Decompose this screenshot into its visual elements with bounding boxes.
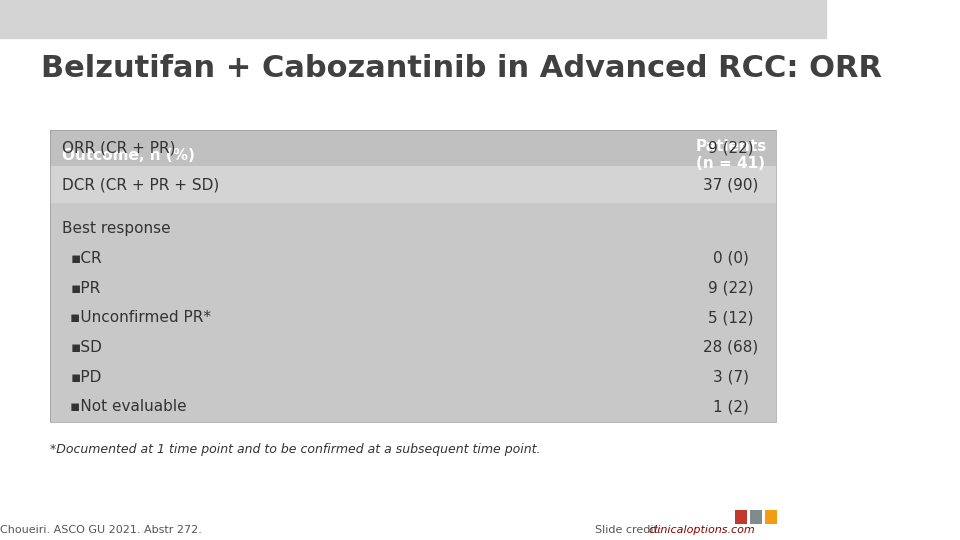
Text: ▪Not evaluable: ▪Not evaluable (70, 400, 187, 414)
Bar (0, 0, 826, 38)
Text: Patients
(n = 41): Patients (n = 41) (695, 139, 766, 172)
Text: 37 (90): 37 (90) (703, 177, 758, 192)
Text: Choueiri. ASCO GU 2021. Abstr 272.: Choueiri. ASCO GU 2021. Abstr 272. (0, 524, 202, 535)
Text: Outcome, n (%): Outcome, n (%) (62, 148, 195, 163)
Text: Best response: Best response (62, 221, 171, 236)
Text: Belzutifan + Cabozantinib in Advanced RCC: ORR: Belzutifan + Cabozantinib in Advanced RC… (41, 54, 882, 83)
Bar (750, 510, 762, 524)
Text: ▪SD: ▪SD (70, 340, 102, 355)
Text: 1 (2): 1 (2) (713, 400, 749, 414)
Bar (50, 130, 777, 422)
Text: 9 (22): 9 (22) (708, 281, 754, 295)
Bar (735, 510, 747, 524)
Text: ▪PR: ▪PR (70, 281, 101, 295)
Text: ▪CR: ▪CR (70, 251, 102, 266)
Text: 0 (0): 0 (0) (713, 251, 749, 266)
Text: 28 (68): 28 (68) (704, 340, 758, 355)
Text: ▪PD: ▪PD (70, 370, 102, 384)
Text: 5 (12): 5 (12) (708, 310, 754, 325)
Bar (50, 166, 777, 203)
Text: 9 (22): 9 (22) (708, 140, 754, 156)
Bar (765, 510, 777, 524)
FancyBboxPatch shape (50, 130, 777, 181)
Text: ORR (CR + PR): ORR (CR + PR) (62, 140, 176, 156)
Text: *Documented at 1 time point and to be confirmed at a subsequent time point.: *Documented at 1 time point and to be co… (50, 443, 540, 456)
Bar (50, 130, 777, 166)
Text: 3 (7): 3 (7) (713, 370, 749, 384)
Text: clinicaloptions.com: clinicaloptions.com (648, 524, 755, 535)
Text: Slide credit:: Slide credit: (594, 524, 664, 535)
Bar (50, 203, 777, 422)
Text: DCR (CR + PR + SD): DCR (CR + PR + SD) (62, 177, 219, 192)
Text: ▪Unconfirmed PR*: ▪Unconfirmed PR* (70, 310, 211, 325)
